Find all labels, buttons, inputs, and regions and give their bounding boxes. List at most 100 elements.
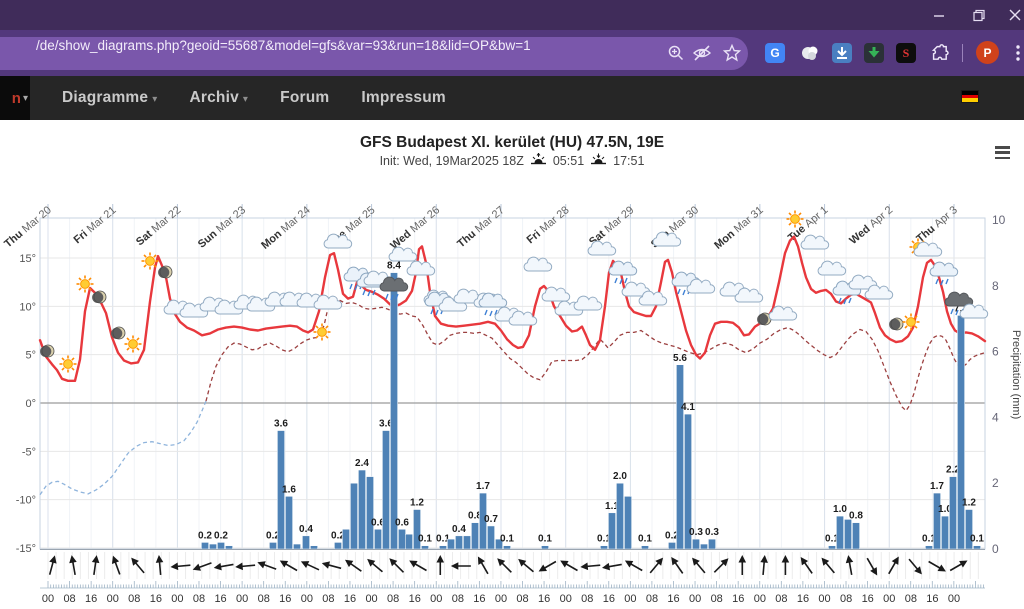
nav-left-fragment[interactable]: n ▾ <box>0 76 30 120</box>
time-label: 00 <box>430 593 442 605</box>
nav-item-impressum[interactable]: Impressum <box>361 89 446 106</box>
sun-icon <box>313 323 331 341</box>
precip-axis-label: 6 <box>992 345 999 359</box>
precip-bar-label: 0.1 <box>436 534 450 545</box>
time-label: 08 <box>63 593 75 605</box>
precip-bar <box>941 515 949 550</box>
bookmark-star-icon[interactable] <box>722 43 742 63</box>
meteogram-svg: Thu Mar 20 Fri Mar 21 Sat Mar 22 Sun Mar 23… <box>2 204 1022 605</box>
time-label: 08 <box>775 593 787 605</box>
nav-item-archiv[interactable]: Archiv ▾ <box>189 89 249 106</box>
precip-bar-label: 0.4 <box>452 524 466 535</box>
wind-arrow-icon <box>69 555 77 576</box>
precip-bar <box>463 535 471 550</box>
wind-arrow-icon <box>213 562 234 571</box>
precip-bar <box>374 529 382 550</box>
nav-item-forum[interactable]: Forum <box>280 89 330 106</box>
wind-arrow-icon <box>389 558 405 573</box>
precip-bar-label: 5.6 <box>673 353 687 364</box>
precip-bar <box>692 538 700 550</box>
precip-bar <box>668 542 676 550</box>
cloud-icon <box>652 231 682 247</box>
temp-axis-label: 15° <box>19 253 36 265</box>
precip-bar-label: 1.6 <box>282 484 296 495</box>
precip-bar <box>973 545 981 550</box>
time-label: 08 <box>646 593 658 605</box>
gray-extension-icon[interactable] <box>800 43 820 63</box>
download-blue-extension-icon[interactable] <box>832 43 852 63</box>
cloud-icon <box>406 260 436 276</box>
restore-icon[interactable] <box>972 8 986 22</box>
german-flag-icon[interactable] <box>962 91 978 103</box>
temp-axis-label: 5° <box>25 350 36 362</box>
time-label: 00 <box>948 593 960 605</box>
precip-bar-label: 0.2 <box>198 530 212 541</box>
profile-avatar[interactable]: P <box>976 41 999 64</box>
wind-arrow-icon <box>131 557 145 574</box>
wind-arrow-icon <box>497 558 512 573</box>
menu-dots-icon[interactable] <box>1008 43 1024 63</box>
close-icon[interactable] <box>1008 8 1022 22</box>
dewpoint-line-below-freezing <box>39 400 207 496</box>
chart-menu-icon[interactable] <box>995 146 1010 159</box>
precip-bar <box>310 545 318 550</box>
time-label: 08 <box>128 593 140 605</box>
moon-icon <box>111 326 126 340</box>
precip-bar-label: 0.1 <box>825 534 839 545</box>
wind-arrow-icon <box>436 555 445 575</box>
sunset-icon <box>590 153 607 169</box>
minimize-icon[interactable] <box>932 8 946 22</box>
precip-bar-label: 0.2 <box>331 530 345 541</box>
day-label: Thu Mar 27 <box>455 204 507 250</box>
precip-bar-label: 0.2 <box>266 530 280 541</box>
precip-bar-label: 4.1 <box>681 402 695 413</box>
wind-arrow-icon <box>192 562 212 571</box>
sun-icon <box>59 355 77 373</box>
precip-bar-label: 0.3 <box>689 527 703 538</box>
sun-icon <box>124 335 142 353</box>
wind-arrow-icon <box>760 555 768 576</box>
sun-icon <box>76 275 94 293</box>
temp-axis-label: -10° <box>16 495 36 507</box>
nav-item-diagramme[interactable]: Diagramme ▾ <box>62 89 158 106</box>
time-label: 00 <box>754 593 766 605</box>
puzzle-extensions-icon[interactable] <box>930 43 950 63</box>
time-label: 00 <box>883 593 895 605</box>
wind-arrow-icon <box>300 561 320 571</box>
time-label: 00 <box>42 593 54 605</box>
time-label: 16 <box>926 593 938 605</box>
precip-axis-label: 8 <box>992 279 999 293</box>
moon-icon <box>158 265 173 279</box>
precip-bar-label: 0.4 <box>299 524 313 535</box>
precip-bar-label: 1.2 <box>410 498 424 509</box>
cloud-icon <box>817 260 847 276</box>
stylus-extension-icon[interactable]: S <box>896 43 916 63</box>
precip-bar <box>624 496 632 550</box>
eye-blocked-icon[interactable] <box>692 43 712 63</box>
time-label: 00 <box>818 593 830 605</box>
cloud-icon <box>388 246 418 262</box>
url-text[interactable]: /de/show_diagrams.php?geoid=55687&model=… <box>36 38 531 53</box>
url-pill[interactable] <box>0 37 748 70</box>
chevron-down-icon: ▾ <box>242 94 249 105</box>
wind-arrow-icon <box>344 559 362 572</box>
precip-axis-label: 2 <box>992 476 999 490</box>
zoom-in-icon[interactable] <box>666 43 686 63</box>
precip-axis-label: 4 <box>992 410 999 424</box>
precip-bar-label: 0.7 <box>484 514 498 525</box>
time-label: 16 <box>279 593 291 605</box>
time-label: 00 <box>236 593 248 605</box>
temp-axis-label: 10° <box>19 301 36 313</box>
precip-bar-label: 0.2 <box>214 530 228 541</box>
temp-axis-label: 0° <box>25 398 36 410</box>
browser-address-bar: /de/show_diagrams.php?geoid=55687&model=… <box>0 30 1024 76</box>
day-label: Thu Apr 3 <box>914 204 960 245</box>
precip-bar-label: 0.1 <box>638 534 652 545</box>
translate-extension-icon[interactable]: G <box>765 43 785 63</box>
day-label: Wed Mar 26 <box>388 204 442 252</box>
cloud-icon <box>541 286 571 302</box>
download-green-extension-icon[interactable] <box>864 43 884 63</box>
time-label: 08 <box>387 593 399 605</box>
precip-bar-label: 1.1 <box>605 501 619 512</box>
precip-bar <box>201 542 209 550</box>
